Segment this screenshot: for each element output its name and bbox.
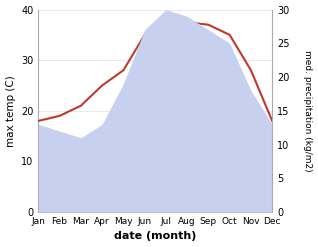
Y-axis label: max temp (C): max temp (C) — [5, 75, 16, 147]
X-axis label: date (month): date (month) — [114, 231, 197, 242]
Y-axis label: med. precipitation (kg/m2): med. precipitation (kg/m2) — [303, 50, 313, 172]
